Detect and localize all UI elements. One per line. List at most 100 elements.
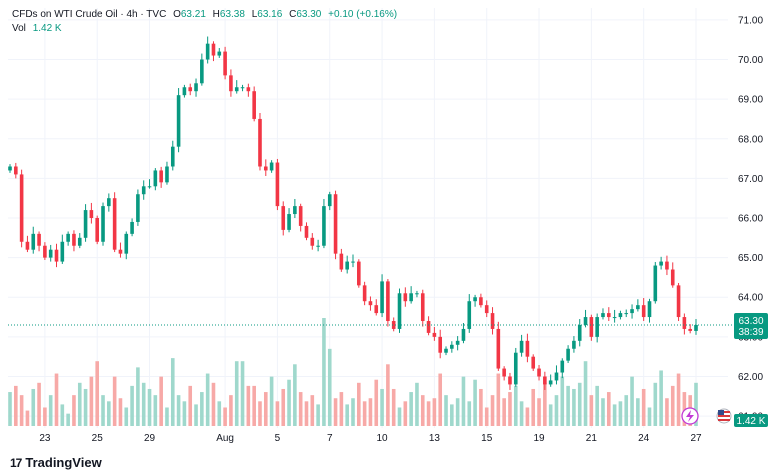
candle-body <box>630 309 634 314</box>
candle <box>647 298 652 323</box>
volume-bar <box>327 348 332 426</box>
volume-bar <box>316 404 320 426</box>
candle-body <box>444 348 448 353</box>
volume-bar <box>176 395 181 426</box>
volume-bar <box>601 398 605 426</box>
volume-bar <box>263 392 268 426</box>
volume-bar <box>322 318 326 426</box>
candle <box>327 191 332 211</box>
candle-body <box>14 166 18 175</box>
candle-body <box>351 261 355 263</box>
candle <box>624 309 629 318</box>
candle <box>606 307 611 322</box>
volume-bar <box>48 395 53 426</box>
volume-bar <box>554 395 559 426</box>
candle <box>37 231 41 252</box>
candle <box>293 198 297 218</box>
volume-bar <box>647 407 652 426</box>
change-value: +0.10 (+0.16%) <box>328 9 398 20</box>
candle-body <box>484 305 489 314</box>
volume-bar <box>665 398 669 426</box>
candle-body <box>141 186 146 195</box>
candle-body <box>136 194 140 222</box>
candle-body <box>374 305 379 314</box>
us-flag-icon[interactable] <box>716 408 732 424</box>
candle-body <box>606 313 611 318</box>
candle <box>391 317 396 332</box>
candle-body <box>357 261 361 286</box>
volume-bar <box>473 379 477 426</box>
volume-bar <box>537 398 541 426</box>
volume-bar <box>374 379 379 426</box>
volume-bar <box>490 395 495 426</box>
y-tick-label: 71.00 <box>738 15 763 26</box>
volume-bar <box>455 398 460 426</box>
candle-body <box>467 301 472 329</box>
volume-bar <box>397 407 402 426</box>
candle-body <box>304 225 309 238</box>
candle-body <box>310 237 315 246</box>
candle <box>89 202 94 224</box>
candle <box>223 46 227 80</box>
candle-body <box>496 328 501 369</box>
candle-body <box>316 245 320 247</box>
volume-bar <box>630 376 634 426</box>
candlesticks <box>8 36 698 390</box>
candle-body <box>409 293 413 302</box>
tradingview-brand[interactable]: 17 TradingView <box>10 455 102 470</box>
symbol-title[interactable]: CFDs on WTI Crude Oil · 4h · TVC <box>12 9 167 20</box>
volume-bar <box>484 407 489 426</box>
candle-body <box>618 313 623 318</box>
candle-body <box>25 241 30 250</box>
candle-body <box>240 87 245 89</box>
volume-bar <box>513 385 518 426</box>
volume-bar <box>240 361 245 426</box>
open-value: 63.21 <box>180 9 206 20</box>
candle <box>19 169 24 248</box>
y-tick-label: 70.00 <box>738 55 763 66</box>
volume-bar <box>246 385 251 426</box>
candle <box>409 286 413 304</box>
volume-bar <box>281 388 286 426</box>
candle-body <box>124 233 129 254</box>
candle <box>589 314 594 341</box>
candle-body <box>322 206 326 246</box>
volume-bar <box>223 407 227 426</box>
volume-bar <box>595 385 599 426</box>
candle-body <box>153 170 158 187</box>
candle-body <box>339 253 344 270</box>
volume-bar <box>188 385 193 426</box>
candle-body <box>205 43 210 60</box>
candle-body <box>624 313 629 315</box>
candle <box>159 166 163 188</box>
legend-volume-row: Vol 1.42 K <box>12 22 397 36</box>
volume-bar <box>467 401 472 426</box>
volume-bar <box>269 376 274 426</box>
candle <box>444 346 448 356</box>
candle-body <box>159 170 163 183</box>
candle-body <box>612 317 617 319</box>
candle-body <box>31 233 36 250</box>
volume-bar <box>165 407 169 426</box>
candle-body <box>60 241 65 262</box>
volume-bar <box>229 395 233 426</box>
candle-body <box>577 324 582 341</box>
candle <box>455 336 460 351</box>
candle-body <box>66 233 70 242</box>
candle <box>130 218 134 237</box>
volume-bar <box>444 395 448 426</box>
x-tick-label: 25 <box>92 433 104 444</box>
volume-bar <box>130 385 134 426</box>
price-axis[interactable]: 71.00 70.00 69.00 68.00 67.00 66.00 65.00 64.00… <box>738 15 763 422</box>
volume-bar <box>31 388 36 426</box>
y-tick-label: 67.00 <box>738 174 763 185</box>
volume-bar <box>682 392 687 426</box>
candle-body <box>415 293 419 295</box>
candle-body <box>420 293 425 322</box>
lightning-icon[interactable] <box>681 407 699 425</box>
volume-bar <box>508 392 512 426</box>
time-axis[interactable]: 23 25 29 Aug 5 7 10 13 15 19 21 24 27 <box>39 433 702 444</box>
candle-body <box>543 376 547 385</box>
